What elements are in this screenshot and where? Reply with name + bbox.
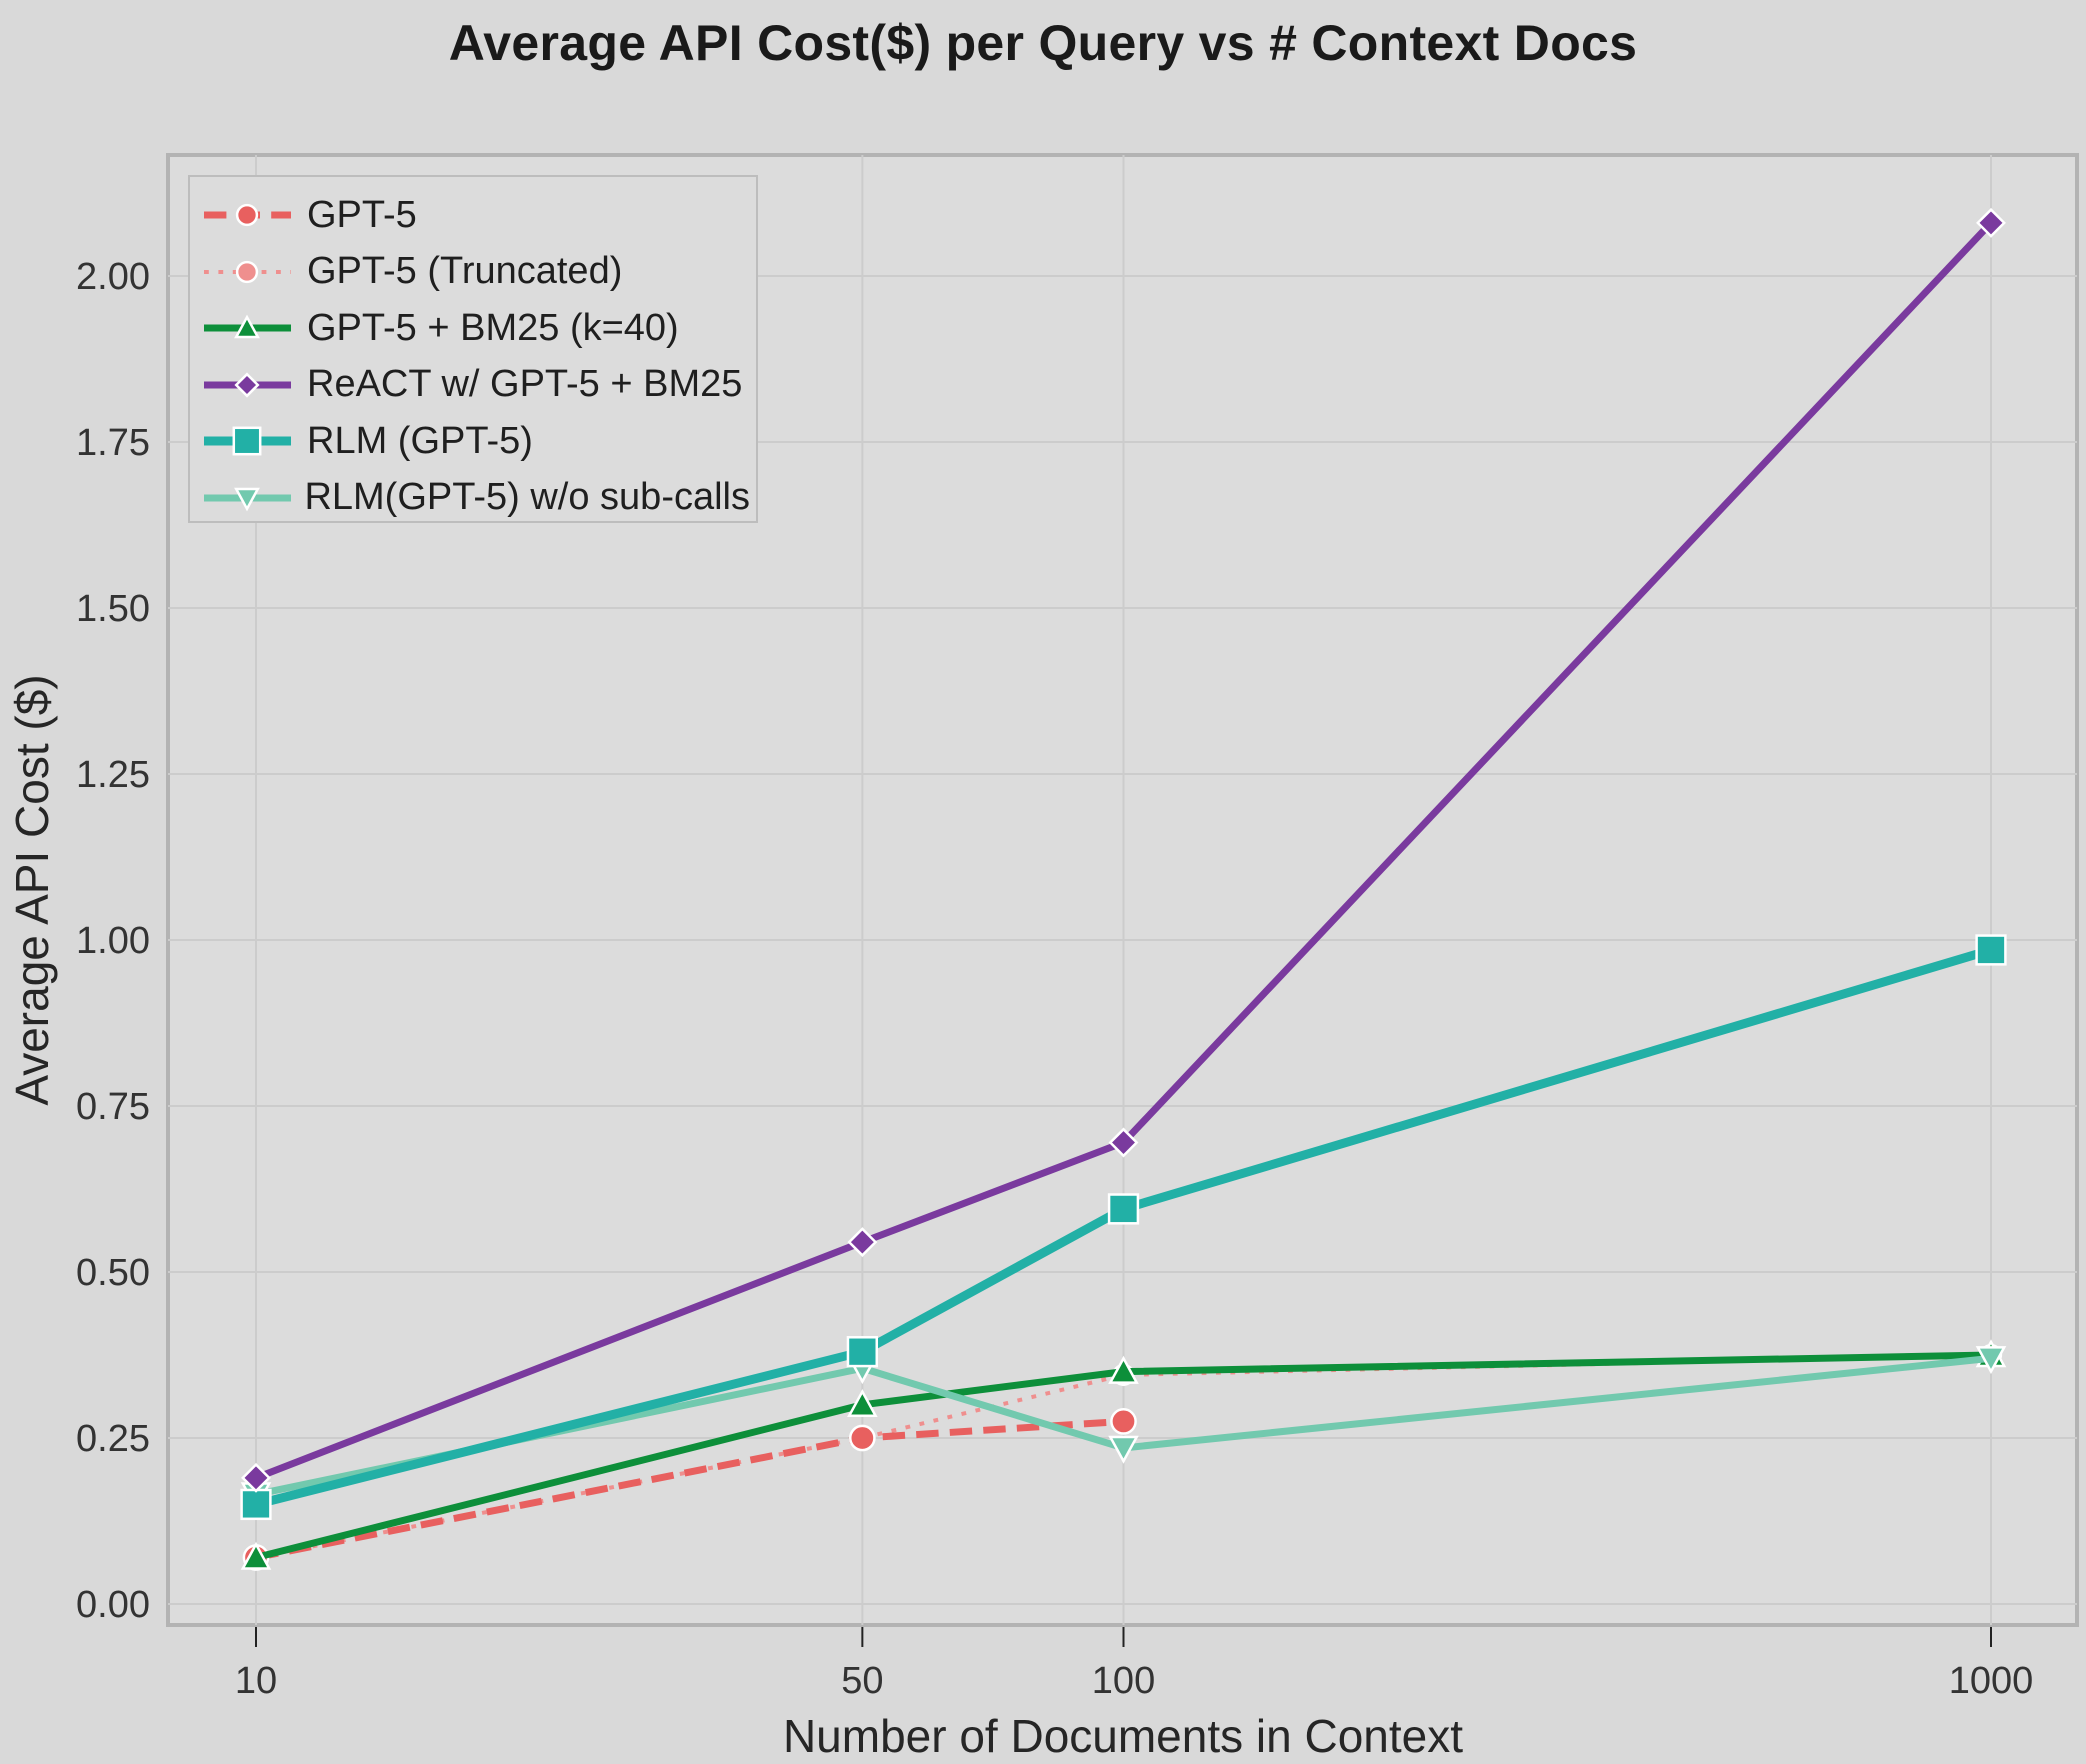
data-point-marker xyxy=(1975,1346,2007,1375)
y-tick-label: 1.25 xyxy=(76,754,150,796)
y-tick-label: 0.25 xyxy=(76,1418,150,1460)
legend-swatch-icon xyxy=(204,260,291,283)
x-axis-label: Number of Documents in Context xyxy=(783,1710,1463,1762)
data-point-marker xyxy=(241,1462,271,1493)
legend-label: RLM(GPT-5) w/o sub-calls xyxy=(304,476,750,518)
legend-marker-icon xyxy=(234,371,260,398)
data-point-marker xyxy=(1976,207,2006,238)
data-point-marker xyxy=(1107,1193,1140,1225)
x-axis-ticks: 10 50 100 1000 xyxy=(235,1627,2033,1702)
data-point-marker xyxy=(847,1388,878,1418)
legend-marker-icon xyxy=(235,260,259,283)
series-line xyxy=(255,1351,1992,1561)
data-point-marker xyxy=(1108,1355,1139,1384)
x-tick-label: 1000 xyxy=(1949,1660,2034,1702)
legend-item: GPT-5 (Truncated) xyxy=(190,244,750,300)
data-point-marker xyxy=(846,1336,879,1368)
data-point-marker xyxy=(1110,1408,1137,1435)
y-tick-label: 0.50 xyxy=(76,1252,150,1294)
legend-swatch-icon xyxy=(204,314,291,339)
legend-item: GPT-5 + BM25 (k=40) xyxy=(190,300,750,356)
y-tick-label: 1.75 xyxy=(76,422,150,464)
series-rlm-gpt-5- xyxy=(240,934,2007,1521)
legend-marker-icon xyxy=(234,487,260,511)
legend-item: RLM (GPT-5) xyxy=(190,413,750,469)
legend-swatch-icon xyxy=(204,426,291,456)
legend-label: GPT-5 xyxy=(307,193,417,236)
legend-item: GPT-5 xyxy=(190,187,750,243)
data-point-marker xyxy=(240,1541,272,1570)
y-tick-label: 0.75 xyxy=(76,1086,150,1128)
legend-swatch-icon xyxy=(204,371,291,398)
y-tick-label: 0.00 xyxy=(76,1584,150,1626)
legend: GPT-5 GPT-5 (Truncated) GPT-5 + BM25 (k=40… xyxy=(188,175,758,523)
data-point-marker xyxy=(1108,1435,1139,1464)
x-tick-label: 10 xyxy=(235,1660,277,1702)
x-tick-label: 100 xyxy=(1092,1660,1155,1702)
legend-label: GPT-5 (Truncated) xyxy=(307,250,623,292)
legend-marker-icon xyxy=(235,203,259,227)
x-tick-label: 50 xyxy=(841,1660,883,1702)
legend-swatch-icon xyxy=(204,487,291,511)
legend-label: ReACT w/ GPT-5 + BM25 xyxy=(307,363,743,405)
data-point-marker xyxy=(1975,934,2007,966)
series-lines xyxy=(240,207,2007,1571)
legend-label: GPT-5 + BM25 (k=40) xyxy=(307,306,679,349)
data-point-marker xyxy=(847,1227,878,1258)
y-axis-ticks: 0.00 0.25 0.50 0.75 1.00 1.25 1.50 1.75 2.00 xyxy=(76,256,150,1626)
y-tick-label: 1.50 xyxy=(76,588,150,630)
y-tick-label: 1.00 xyxy=(76,920,150,962)
data-point-marker xyxy=(1108,1127,1139,1158)
legend-item: RLM(GPT-5) w/o sub-calls xyxy=(190,470,750,526)
legend-marker-icon xyxy=(232,426,262,456)
legend-item: ReACT w/ GPT-5 + BM25 xyxy=(190,357,750,413)
series-line xyxy=(254,945,1993,1509)
legend-swatch-icon xyxy=(204,203,291,227)
chart-title: Average API Cost($) per Query vs # Conte… xyxy=(448,15,1638,71)
y-tick-label: 2.00 xyxy=(76,256,150,298)
legend-label: RLM (GPT-5) xyxy=(307,419,533,462)
legend-marker-icon xyxy=(234,314,260,339)
y-axis-label: Average API Cost ($) xyxy=(6,674,58,1105)
series-react-w-gpt-5-bm25 xyxy=(241,207,2006,1493)
data-point-marker xyxy=(849,1424,876,1452)
data-point-marker xyxy=(240,1488,272,1521)
series-line xyxy=(254,220,1994,1482)
